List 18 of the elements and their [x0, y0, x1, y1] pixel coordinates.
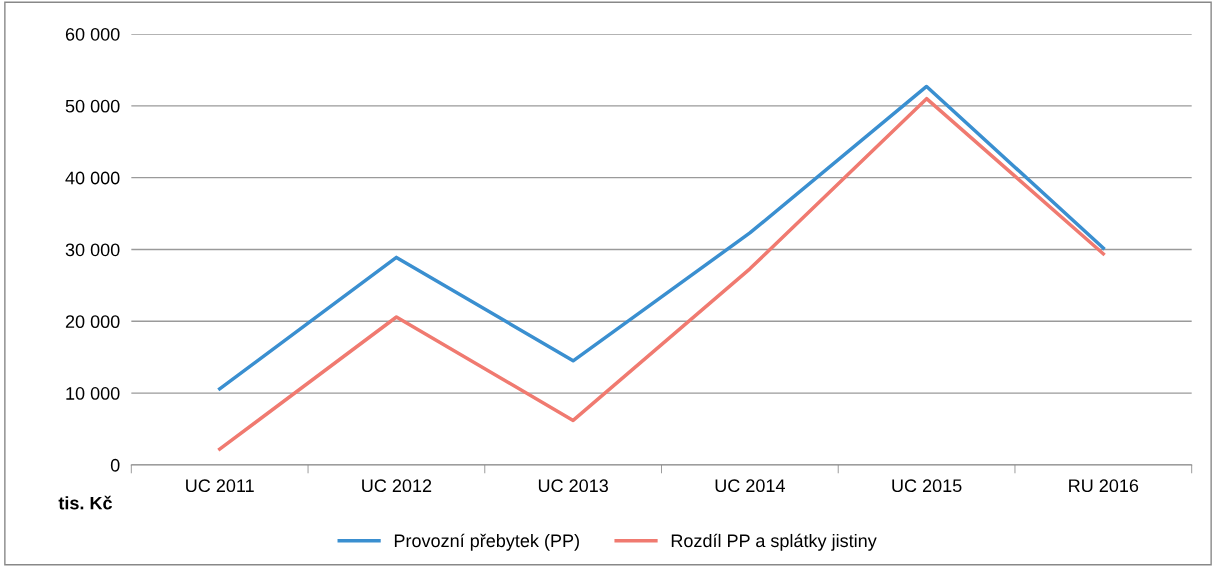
- y-axis-title: tis. Kč: [58, 495, 113, 510]
- x-tick-label: UC 2015: [892, 479, 962, 493]
- y-tick-label: 60 000: [65, 27, 120, 41]
- y-tick-label: 40 000: [65, 171, 120, 185]
- line-series: [217, 84, 1106, 391]
- legend-label: Rozdíl PP a splátky jistiny: [671, 533, 877, 551]
- y-tick-label: 20 000: [65, 315, 120, 329]
- x-tick-label: UC 2012: [362, 479, 432, 493]
- x-tick-label: UC 2013: [538, 479, 608, 493]
- legend-label: Provozní přebytek (PP): [394, 533, 579, 551]
- y-tick-label: 30 000: [65, 243, 120, 257]
- y-tick-label: 0: [110, 458, 120, 472]
- y-tick-label: 10 000: [66, 387, 120, 400]
- line-series: [217, 96, 1106, 451]
- x-tick-label: UC 2011: [186, 479, 254, 493]
- y-tick-label: 50 000: [65, 99, 120, 113]
- x-tick-label: RU 2016: [1069, 479, 1139, 493]
- x-tick-label: UC 2014: [715, 479, 785, 493]
